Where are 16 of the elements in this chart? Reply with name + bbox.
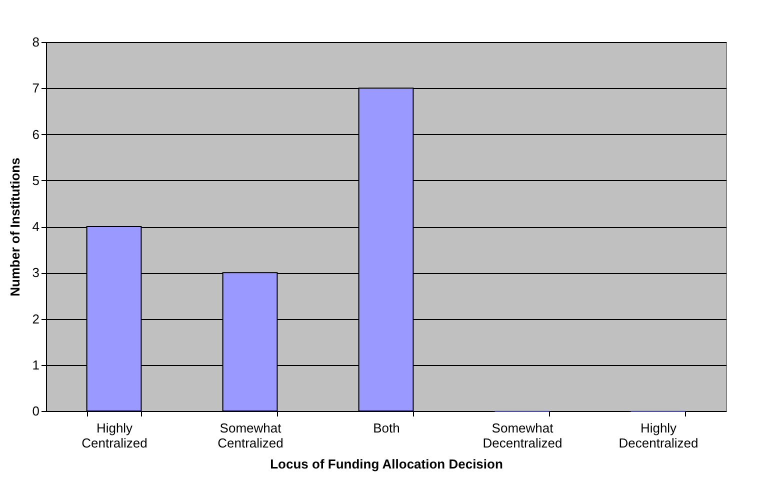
y-axis-title: Number of Institutions xyxy=(7,158,22,296)
x-tick-label: Somewhat Decentralized xyxy=(482,420,562,450)
y-tick-label: 1 xyxy=(32,357,40,372)
y-tick-label: 0 xyxy=(32,404,40,418)
y-tick-label: 7 xyxy=(32,80,40,96)
y-tick-label: 2 xyxy=(32,311,40,326)
x-tick-label: Highly Centralized xyxy=(82,420,148,450)
x-axis-title: Locus of Funding Allocation Decision xyxy=(270,456,503,472)
x-tick-label: Both xyxy=(373,420,400,436)
y-tick-label: 8 xyxy=(32,34,40,50)
y-tick-label: 5 xyxy=(32,172,40,188)
y-tick-label: 6 xyxy=(32,126,40,142)
y-tick-label: 4 xyxy=(32,219,40,234)
y-tick-label: 3 xyxy=(32,265,40,280)
x-tick-label: Somewhat Centralized xyxy=(218,420,284,450)
x-tick-label: Highly Decentralized xyxy=(618,420,698,450)
